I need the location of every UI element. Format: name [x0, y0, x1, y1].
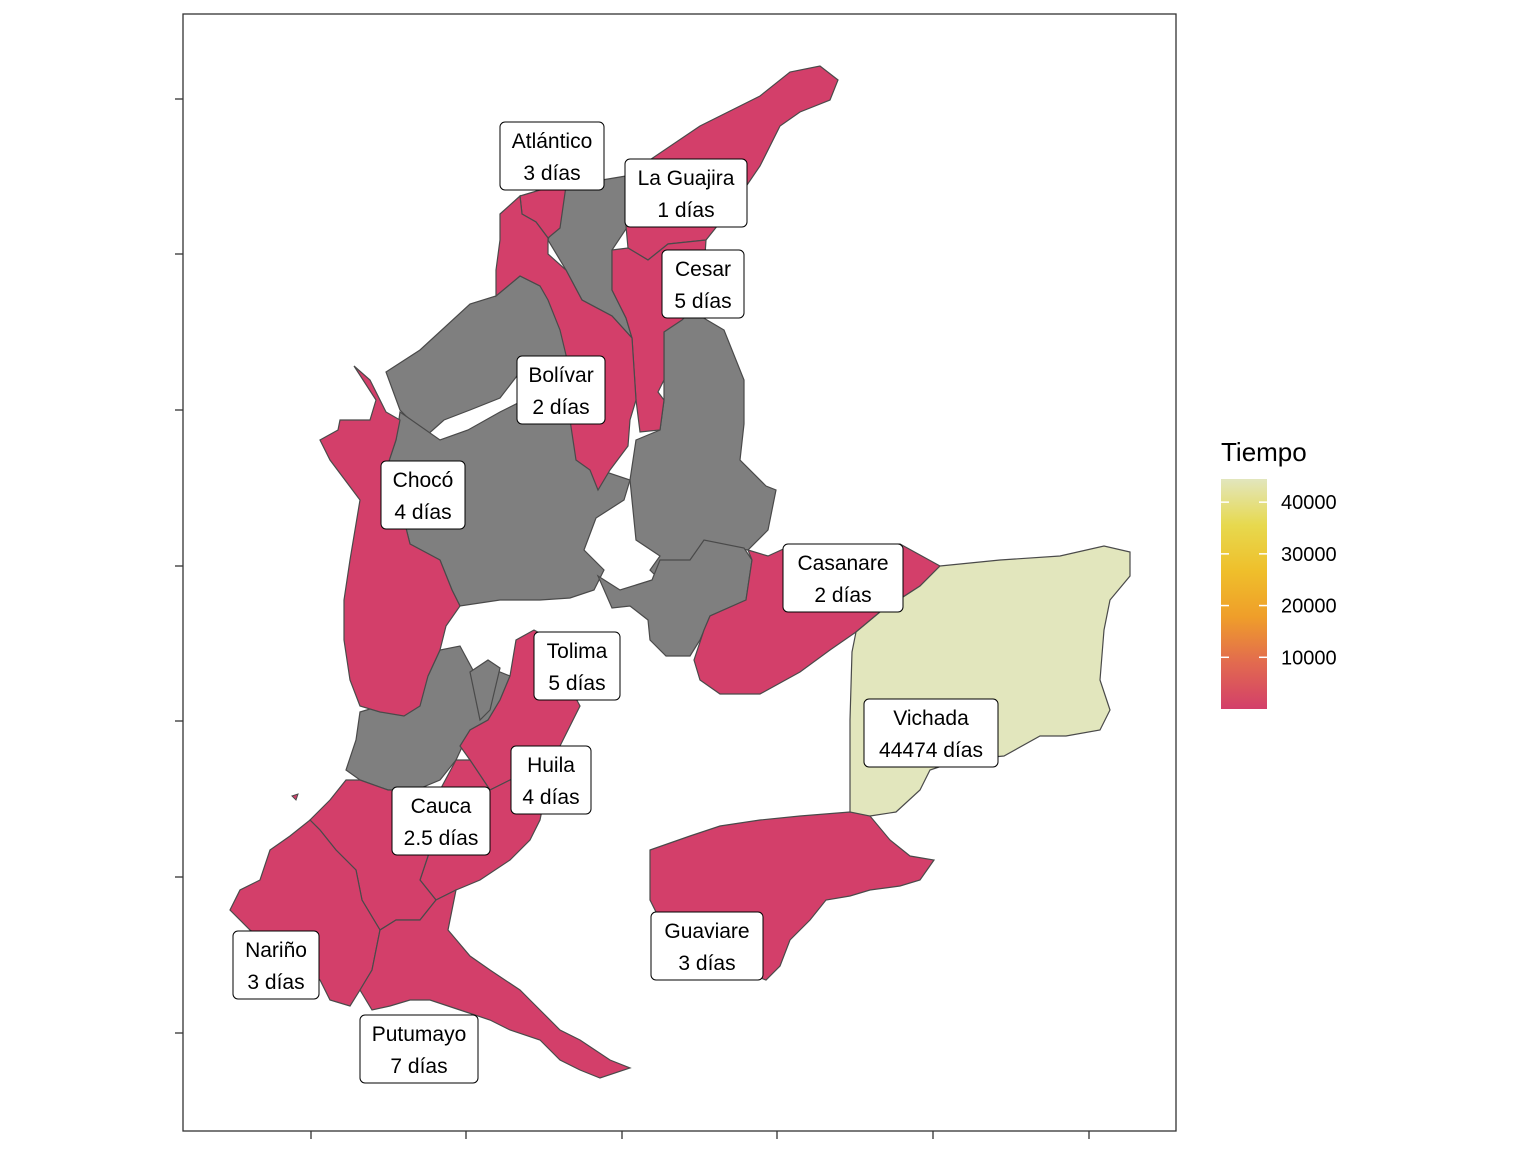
label-value: 5 días [674, 290, 731, 313]
label-value: 44474 días [879, 739, 983, 762]
region-risaralda [469, 659, 501, 722]
label-name: Huila [527, 754, 575, 777]
label-value: 3 días [247, 971, 304, 994]
region-fragment [291, 793, 299, 801]
label-value: 4 días [522, 786, 579, 809]
legend: Tiempo 10000 20000 30000 40000 [1221, 437, 1337, 709]
legend-tick-label: 20000 [1281, 596, 1337, 618]
region-narino [229, 819, 381, 1007]
label-name: Atlántico [512, 130, 593, 153]
label-guaviare: Guaviare 3 días [650, 911, 764, 981]
label-name: Cauca [411, 795, 472, 818]
legend-tick-label: 10000 [1281, 647, 1337, 669]
label-name: Nariño [245, 939, 307, 962]
label-cesar: Cesar 5 días [661, 249, 745, 319]
label-value: 2 días [532, 396, 589, 419]
legend-ticks: 10000 20000 30000 40000 [1221, 492, 1337, 669]
label-choco: Chocó 4 días [380, 460, 466, 530]
label-value: 3 días [523, 162, 580, 185]
label-narino: Nariño 3 días [232, 930, 320, 1000]
axis-ticks [175, 98, 1090, 1139]
label-value: 2 días [814, 584, 871, 607]
region-putumayo [359, 888, 632, 1079]
label-value: 1 días [657, 199, 714, 222]
label-huila: Huila 4 días [510, 745, 592, 815]
label-value: 3 días [678, 952, 735, 975]
label-name: Chocó [393, 469, 454, 492]
label-layer: Atlántico 3 días La Guajira 1 días Cesar… [232, 121, 999, 1084]
label-la-guajira: La Guajira 1 días [624, 158, 748, 228]
label-name: Cesar [675, 258, 731, 281]
label-value: 2.5 días [404, 827, 479, 850]
label-name: Casanare [797, 552, 888, 575]
label-name: Vichada [893, 707, 969, 730]
legend-colorbar [1221, 479, 1267, 709]
label-value: 7 días [390, 1055, 447, 1078]
label-cauca: Cauca 2.5 días [391, 786, 491, 856]
label-bolivar: Bolívar 2 días [516, 355, 606, 425]
label-name: Putumayo [372, 1023, 467, 1046]
legend-title: Tiempo [1221, 437, 1307, 467]
label-name: Tolima [547, 640, 608, 663]
label-name: La Guajira [638, 167, 735, 190]
label-value: 5 días [548, 672, 605, 695]
label-vichada: Vichada 44474 días [863, 698, 999, 768]
label-putumayo: Putumayo 7 días [359, 1014, 479, 1084]
label-atlantico: Atlántico 3 días [499, 121, 605, 191]
label-name: Guaviare [664, 920, 749, 943]
legend-tick-label: 40000 [1281, 492, 1337, 514]
label-tolima: Tolima 5 días [533, 631, 621, 701]
label-name: Bolívar [528, 364, 593, 387]
label-value: 4 días [394, 501, 451, 524]
legend-tick-label: 30000 [1281, 544, 1337, 566]
label-casanare: Casanare 2 días [782, 543, 904, 613]
no-data-regions [345, 175, 777, 791]
